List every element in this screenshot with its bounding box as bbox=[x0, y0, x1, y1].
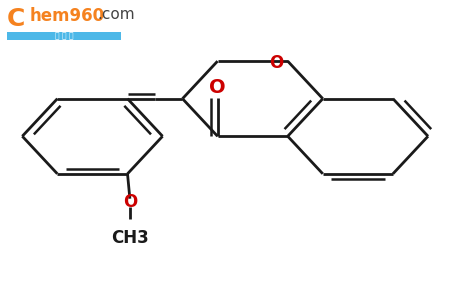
Text: C: C bbox=[7, 7, 26, 31]
Text: 化 工 网: 化 工 网 bbox=[55, 32, 73, 40]
Text: CH3: CH3 bbox=[111, 229, 149, 248]
Text: O: O bbox=[123, 193, 137, 211]
Text: .com: .com bbox=[97, 7, 135, 22]
Text: O: O bbox=[269, 54, 283, 71]
Text: O: O bbox=[209, 78, 226, 96]
Bar bbox=[7, 32, 121, 40]
Text: hem960: hem960 bbox=[29, 7, 104, 25]
